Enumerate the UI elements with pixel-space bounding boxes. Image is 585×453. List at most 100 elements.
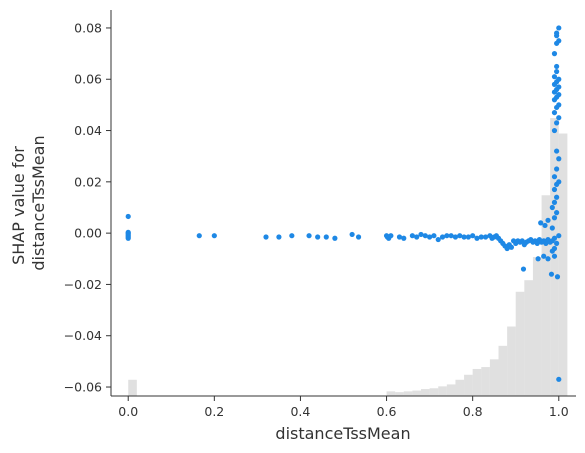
data-point: [435, 236, 441, 243]
data-point: [414, 234, 420, 240]
data-point: [401, 235, 407, 241]
histogram-bar: [524, 280, 533, 396]
data-point: [388, 233, 394, 239]
data-point: [452, 234, 459, 240]
data-point: [556, 76, 562, 82]
data-point: [332, 235, 338, 241]
data-point: [545, 217, 551, 223]
data-point: [556, 38, 562, 44]
histogram-bar: [438, 386, 447, 396]
data-point: [543, 240, 549, 246]
x-tick-label: 0.6: [377, 404, 397, 419]
data-point: [196, 233, 202, 239]
y-axis-title: SHAP value for distanceTssMean: [9, 135, 48, 270]
data-point: [551, 199, 558, 205]
data-point: [508, 244, 515, 250]
data-point: [549, 248, 555, 254]
histogram-bar: [128, 379, 137, 396]
scatter-points: [125, 25, 562, 382]
histogram-bar: [472, 368, 482, 396]
data-point: [439, 234, 446, 240]
data-point: [289, 233, 295, 239]
histogram-bar: [558, 133, 568, 396]
data-point: [211, 233, 217, 239]
data-point: [427, 234, 433, 240]
histogram-bar: [446, 384, 456, 396]
data-point: [482, 234, 489, 240]
data-point: [556, 376, 562, 382]
data-point: [554, 166, 560, 172]
data-point: [534, 240, 540, 246]
data-point: [315, 234, 321, 240]
data-point: [125, 229, 131, 235]
histogram-bar: [429, 388, 439, 396]
histogram-bar: [395, 392, 404, 396]
data-point: [556, 233, 562, 239]
y-tick-label: −0.06: [64, 380, 102, 395]
data-point: [554, 63, 560, 70]
data-point: [551, 253, 558, 259]
y-axis-title-line-2: distanceTssMean: [29, 135, 48, 270]
data-point: [548, 271, 555, 277]
y-tick-label: −0.04: [64, 328, 102, 343]
x-tick-label: 0.2: [204, 404, 224, 419]
histogram-bar: [412, 390, 421, 396]
data-point: [554, 210, 560, 216]
data-point: [556, 115, 562, 121]
data-point: [554, 148, 560, 154]
histogram-bar: [386, 391, 396, 396]
data-point: [556, 25, 562, 31]
histogram-bar: [464, 374, 473, 396]
data-point: [556, 92, 562, 98]
data-point: [551, 215, 558, 221]
y-tick-label: −0.02: [64, 277, 102, 292]
histogram-bar: [489, 359, 499, 396]
y-tick-label: 0.04: [74, 123, 102, 138]
data-point: [263, 234, 269, 240]
data-point: [396, 234, 403, 240]
data-point: [355, 234, 362, 240]
feature-histogram: [128, 118, 568, 396]
data-point: [554, 240, 560, 246]
data-point: [549, 225, 555, 231]
y-tick-label: 0.00: [74, 226, 102, 241]
data-point: [551, 186, 558, 193]
data-point: [551, 174, 558, 180]
y-axis-ticks: −0.06 −0.04 −0.02 0.00 0.02 0.04 0.06 0.08: [64, 20, 111, 395]
y-tick-label: 0.06: [74, 72, 102, 87]
y-tick-label: 0.08: [74, 20, 102, 35]
histogram-bar: [403, 391, 413, 396]
x-tick-label: 0.0: [118, 404, 138, 419]
histogram-bar: [515, 291, 525, 396]
data-point: [535, 256, 541, 262]
data-point: [504, 245, 510, 252]
data-point: [551, 235, 558, 241]
y-tick-label: 0.02: [74, 174, 102, 189]
data-point: [519, 238, 525, 244]
histogram-bar: [421, 389, 430, 396]
data-point: [545, 256, 551, 262]
x-tick-label: 0.8: [463, 404, 483, 419]
data-point: [520, 266, 527, 272]
data-point: [556, 179, 562, 185]
data-point: [554, 194, 560, 200]
data-point: [554, 68, 560, 75]
data-point: [551, 74, 558, 80]
data-point: [478, 234, 484, 240]
data-point: [306, 233, 312, 239]
x-tick-label: 1.0: [549, 404, 569, 419]
data-point: [418, 231, 424, 238]
histogram-bar: [498, 345, 508, 396]
data-point: [125, 213, 131, 220]
data-point: [349, 231, 355, 238]
histogram-bar: [507, 326, 516, 396]
data-point: [409, 233, 415, 239]
data-point: [276, 234, 282, 240]
data-point: [448, 233, 454, 239]
data-point: [551, 51, 558, 57]
data-point: [556, 156, 562, 162]
data-point: [549, 204, 555, 211]
x-axis-ticks: 0.0 0.2 0.4 0.6 0.8 1.0: [118, 396, 569, 419]
histogram-bar: [455, 379, 465, 396]
